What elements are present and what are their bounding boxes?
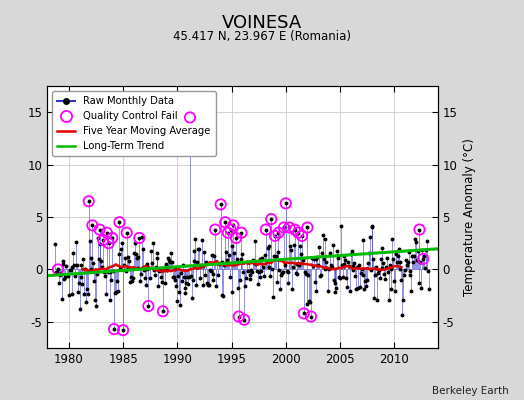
Point	[103, 230, 111, 236]
Point	[285, 224, 293, 231]
Text: 45.417 N, 23.967 E (Romania): 45.417 N, 23.967 E (Romania)	[173, 30, 351, 43]
Point	[237, 230, 246, 236]
Point	[211, 226, 220, 233]
Point	[99, 237, 107, 243]
Point	[419, 256, 427, 262]
Point	[271, 233, 279, 239]
Legend: Raw Monthly Data, Quality Control Fail, Five Year Moving Average, Long-Term Tren: Raw Monthly Data, Quality Control Fail, …	[52, 91, 215, 156]
Point	[159, 308, 167, 314]
Point	[226, 226, 235, 233]
Text: Berkeley Earth: Berkeley Earth	[432, 386, 508, 396]
Text: VOINESA: VOINESA	[222, 14, 302, 32]
Point	[240, 316, 248, 323]
Point	[224, 230, 232, 236]
Point	[274, 230, 282, 236]
Point	[54, 266, 62, 273]
Point	[294, 230, 302, 236]
Point	[123, 230, 131, 236]
Point	[221, 219, 230, 226]
Point	[110, 326, 118, 332]
Point	[300, 310, 308, 317]
Point	[216, 201, 225, 208]
Point	[135, 235, 144, 241]
Point	[108, 235, 116, 241]
Point	[119, 327, 127, 333]
Point	[104, 240, 113, 246]
Point	[185, 114, 194, 121]
Point	[232, 235, 240, 241]
Point	[261, 226, 270, 233]
Point	[307, 313, 315, 320]
Point	[303, 224, 312, 231]
Point	[280, 224, 288, 231]
Point	[298, 233, 306, 239]
Point	[281, 200, 290, 206]
Point	[115, 219, 124, 226]
Point	[267, 216, 276, 222]
Y-axis label: Temperature Anomaly (°C): Temperature Anomaly (°C)	[463, 138, 476, 296]
Point	[95, 226, 104, 233]
Point	[84, 198, 93, 204]
Point	[144, 303, 152, 309]
Point	[291, 226, 299, 233]
Point	[416, 226, 424, 233]
Point	[229, 222, 237, 228]
Point	[88, 222, 96, 228]
Point	[235, 313, 243, 320]
